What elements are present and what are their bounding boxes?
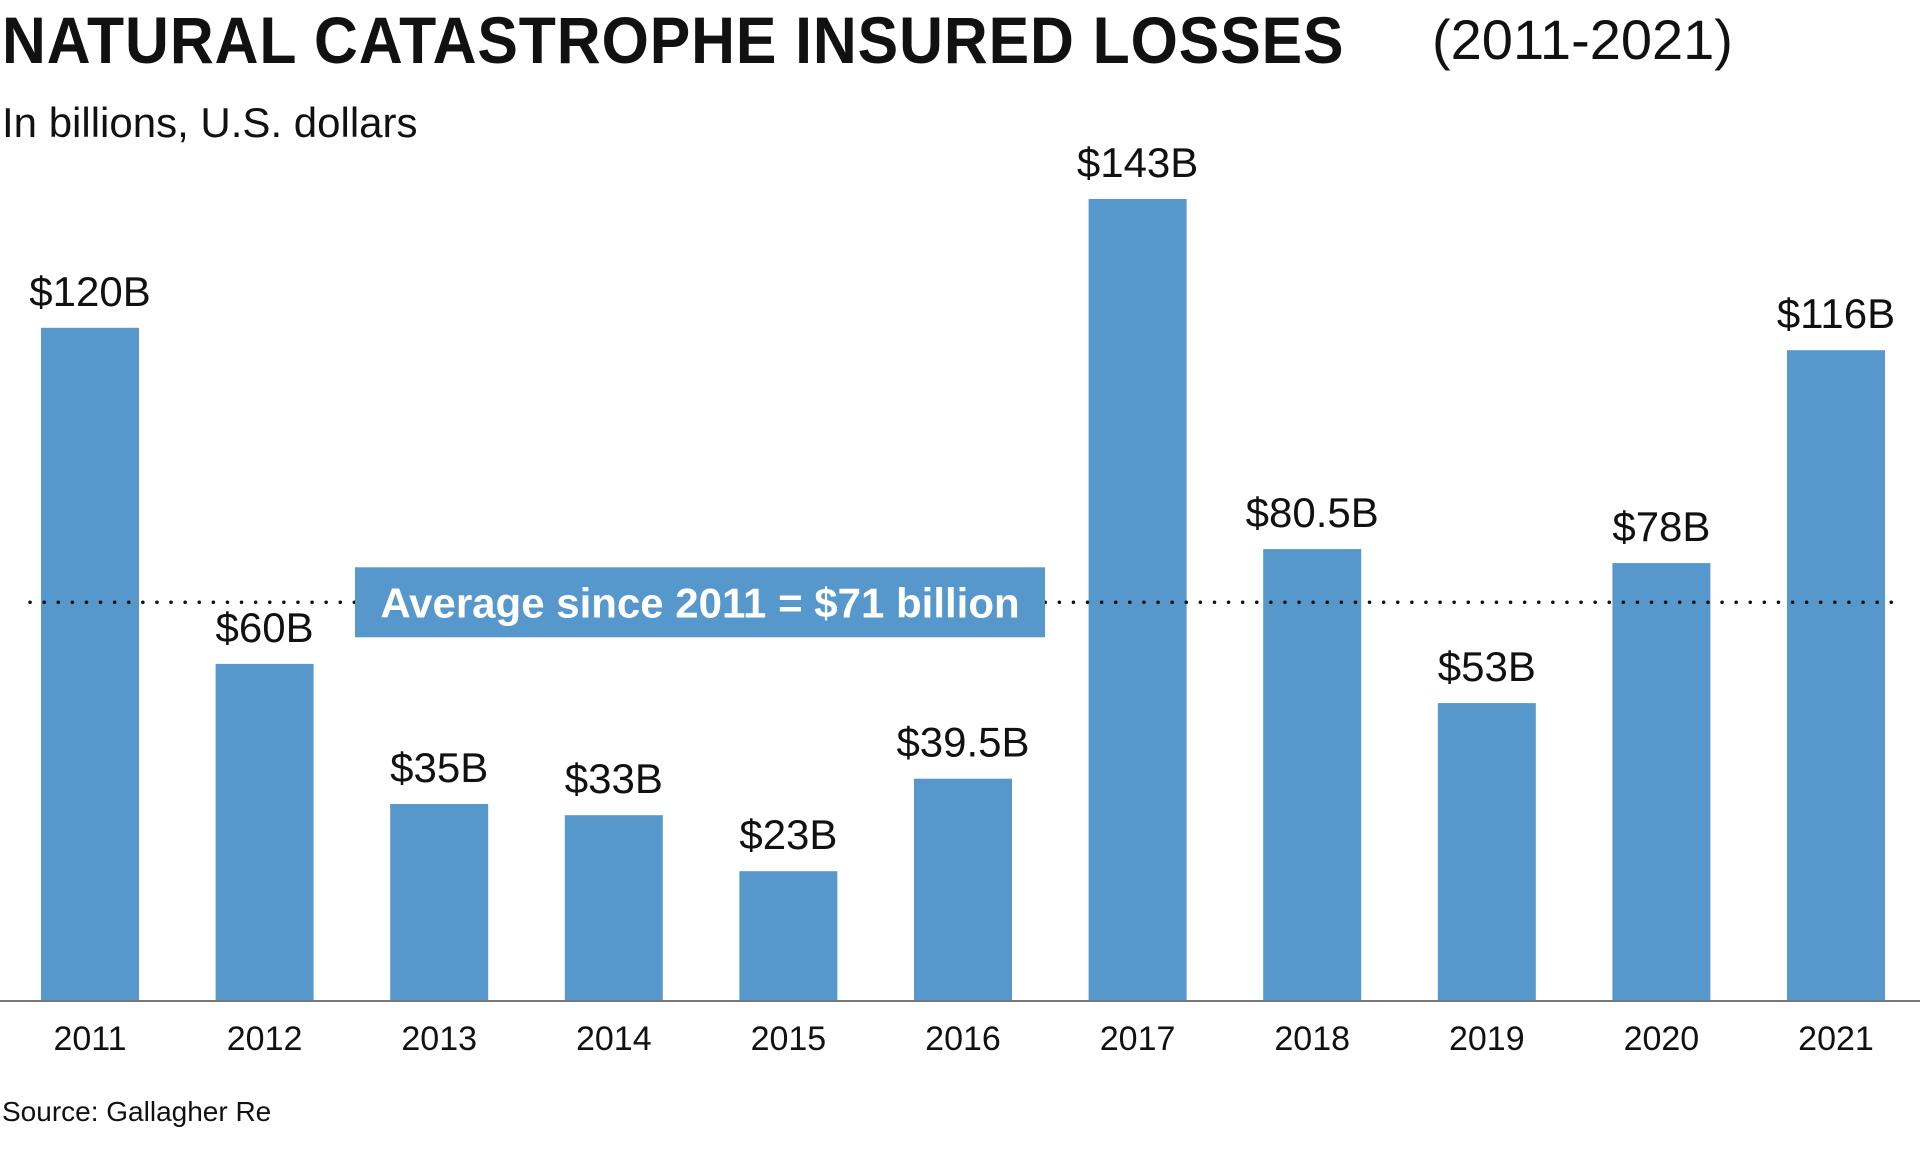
data-label-2021: $116B <box>1777 290 1895 337</box>
x-tick-label-2017: 2017 <box>1100 1020 1176 1058</box>
chart-title: NATURAL CATASTROPHE INSURED LOSSES (2011… <box>2 2 1733 78</box>
chart-title-main: NATURAL CATASTROPHE INSURED LOSSES <box>2 3 1345 77</box>
x-tick-label-2013: 2013 <box>401 1020 477 1058</box>
bar-2021 <box>1787 350 1885 1000</box>
data-label-2011: $120B <box>29 268 150 315</box>
average-label: Average since 2011 = $71 billion <box>380 579 1019 626</box>
x-tick-label-2018: 2018 <box>1274 1020 1350 1058</box>
x-tick-label-2016: 2016 <box>925 1020 1001 1058</box>
x-tick-label-2011: 2011 <box>53 1020 126 1058</box>
bar-2019 <box>1437 703 1536 1000</box>
x-tick-label-2015: 2015 <box>751 1020 827 1058</box>
x-tick-label-2019: 2019 <box>1449 1020 1525 1058</box>
x-tick-label-2021: 2021 <box>1798 1020 1874 1058</box>
data-label-2017: $143B <box>1077 139 1198 186</box>
data-label-2016: $39.5B <box>896 719 1029 766</box>
data-label-2012: $60B <box>216 604 314 651</box>
data-label-2019: $53B <box>1438 643 1536 690</box>
x-axis-ticks-group: 2011 2012 2013 2014 2015 2016 2017 2018 2019 2020… <box>53 1020 1873 1058</box>
average-group: Average since 2011 = $71 billion <box>28 567 1897 638</box>
bars-group <box>41 199 1885 1000</box>
x-tick-label-2012: 2012 <box>227 1020 303 1058</box>
bar-2013 <box>390 804 489 1000</box>
bar-2012 <box>215 663 314 1000</box>
data-label-2015: $23B <box>739 811 837 858</box>
bar-2014 <box>564 815 663 1000</box>
bar-2011 <box>41 327 139 1000</box>
data-label-2020: $78B <box>1612 503 1710 550</box>
x-tick-label-2020: 2020 <box>1624 1020 1700 1058</box>
data-label-2018: $80.5B <box>1246 489 1379 536</box>
x-tick-label-2014: 2014 <box>576 1020 652 1058</box>
chart-title-range: (2011-2021) <box>1432 8 1733 71</box>
bar-2015 <box>739 871 838 1000</box>
average-label-box <box>355 567 1045 638</box>
chart-subtitle: In billions, U.S. dollars <box>2 99 418 146</box>
bar-2020 <box>1612 563 1711 1000</box>
data-label-2014: $33B <box>565 755 663 802</box>
source-note: Source: Gallagher Re <box>2 1096 272 1127</box>
bar-2018 <box>1263 549 1362 1000</box>
bar-2016 <box>914 778 1012 1000</box>
data-labels-group: $120B $60B $35B $33B $23B $39.5B $143B $80.5B $5… <box>29 139 1895 858</box>
data-label-2013: $35B <box>390 744 488 791</box>
bar-2017 <box>1088 199 1187 1000</box>
